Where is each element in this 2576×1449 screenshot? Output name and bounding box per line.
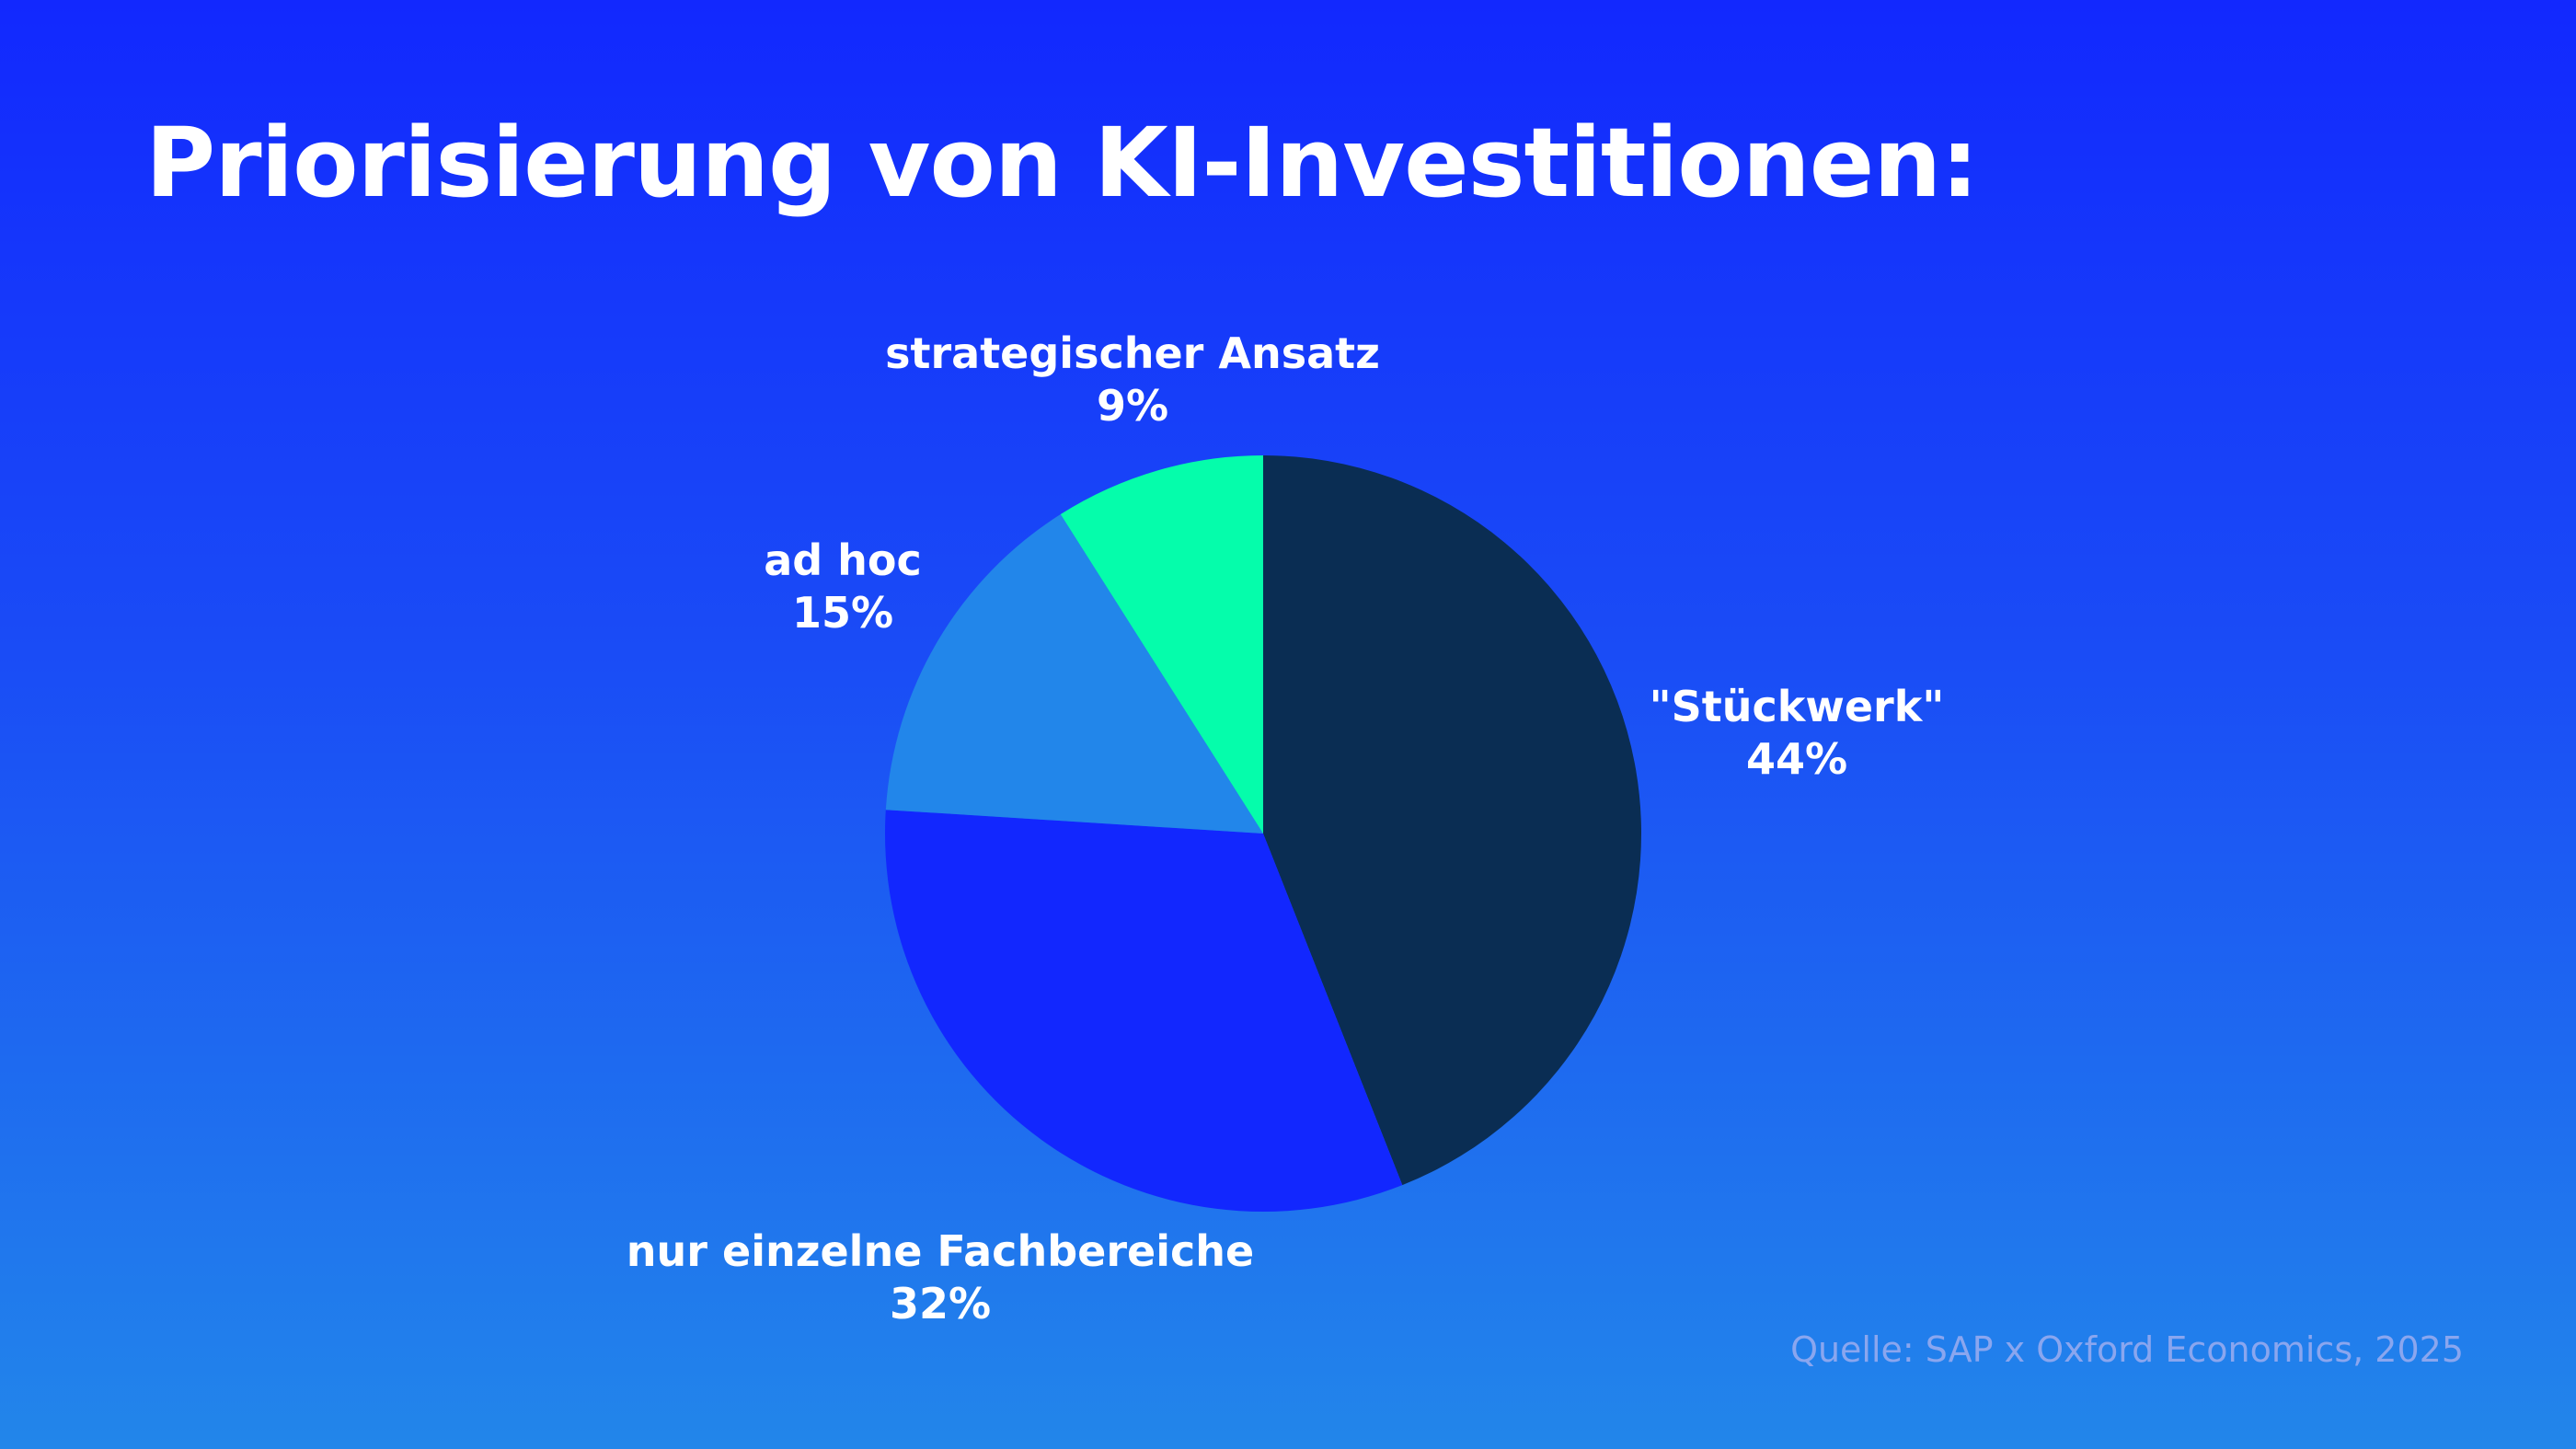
slice-label-stückwerk: "Stückwerk" (1650, 682, 1945, 731)
pie-slice-ad-hoc (885, 513, 1263, 834)
pie-slice-nur-einzelne-fachbereiche (884, 810, 1403, 1213)
pie-labels: "Stückwerk"44% nur einzelne Fachbereiche3… (627, 328, 1945, 1328)
pie-slices (884, 455, 1641, 1213)
source-note: Quelle: SAP x Oxford Economics, 2025 (1790, 1329, 2464, 1370)
slice-value-strategischer-ansatz: 9% (1097, 381, 1168, 431)
slice-value-stückwerk: 44% (1746, 734, 1847, 784)
page-title: Priorisierung von KI-Investitionen: (145, 107, 1979, 219)
pie-slice-stückwerk (1263, 455, 1641, 1186)
slice-label-nur-einzelne-fachbereiche: nur einzelne Fachbereiche (627, 1226, 1254, 1276)
slice-label-strategischer-ansatz: strategischer Ansatz (885, 328, 1380, 378)
pie-slice-strategischer-ansatz (1060, 455, 1263, 834)
slice-label-ad-hoc: ad hoc (764, 535, 922, 585)
slice-value-ad-hoc: 15% (792, 588, 893, 638)
slice-value-nur-einzelne-fachbereiche: 32% (890, 1279, 991, 1328)
